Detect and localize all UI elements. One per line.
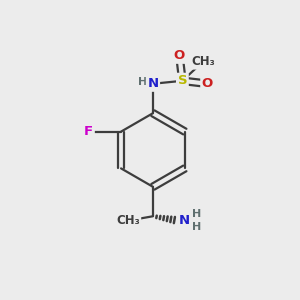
- Text: CH₃: CH₃: [116, 214, 140, 227]
- Text: O: O: [174, 49, 185, 62]
- Text: N: N: [178, 214, 189, 227]
- Text: S: S: [178, 74, 187, 87]
- Text: H: H: [192, 209, 201, 219]
- Text: O: O: [202, 77, 213, 90]
- Text: CH₃: CH₃: [191, 55, 215, 68]
- Text: N: N: [147, 77, 158, 90]
- Text: H: H: [138, 77, 147, 87]
- Text: F: F: [84, 125, 93, 138]
- Text: H: H: [192, 222, 201, 232]
